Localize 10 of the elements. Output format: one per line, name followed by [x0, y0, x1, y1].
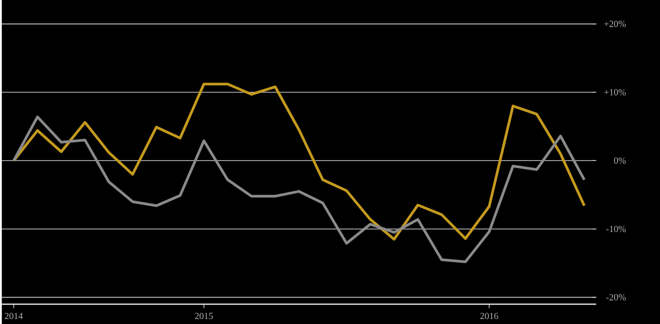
- y-tick-label: +10%: [604, 89, 626, 96]
- y-tick-label: +20%: [604, 20, 626, 28]
- x-tick-label: 2015: [195, 312, 213, 320]
- y-tick-label: -20%: [606, 294, 626, 300]
- x-tick-label: 2016: [480, 312, 498, 320]
- y-tick-label: -10%: [606, 226, 626, 232]
- line-series: [12, 82, 586, 241]
- y-tick-label: 0%: [614, 157, 626, 164]
- x-tick-label: 2014: [4, 312, 23, 320]
- line-series: [12, 116, 586, 264]
